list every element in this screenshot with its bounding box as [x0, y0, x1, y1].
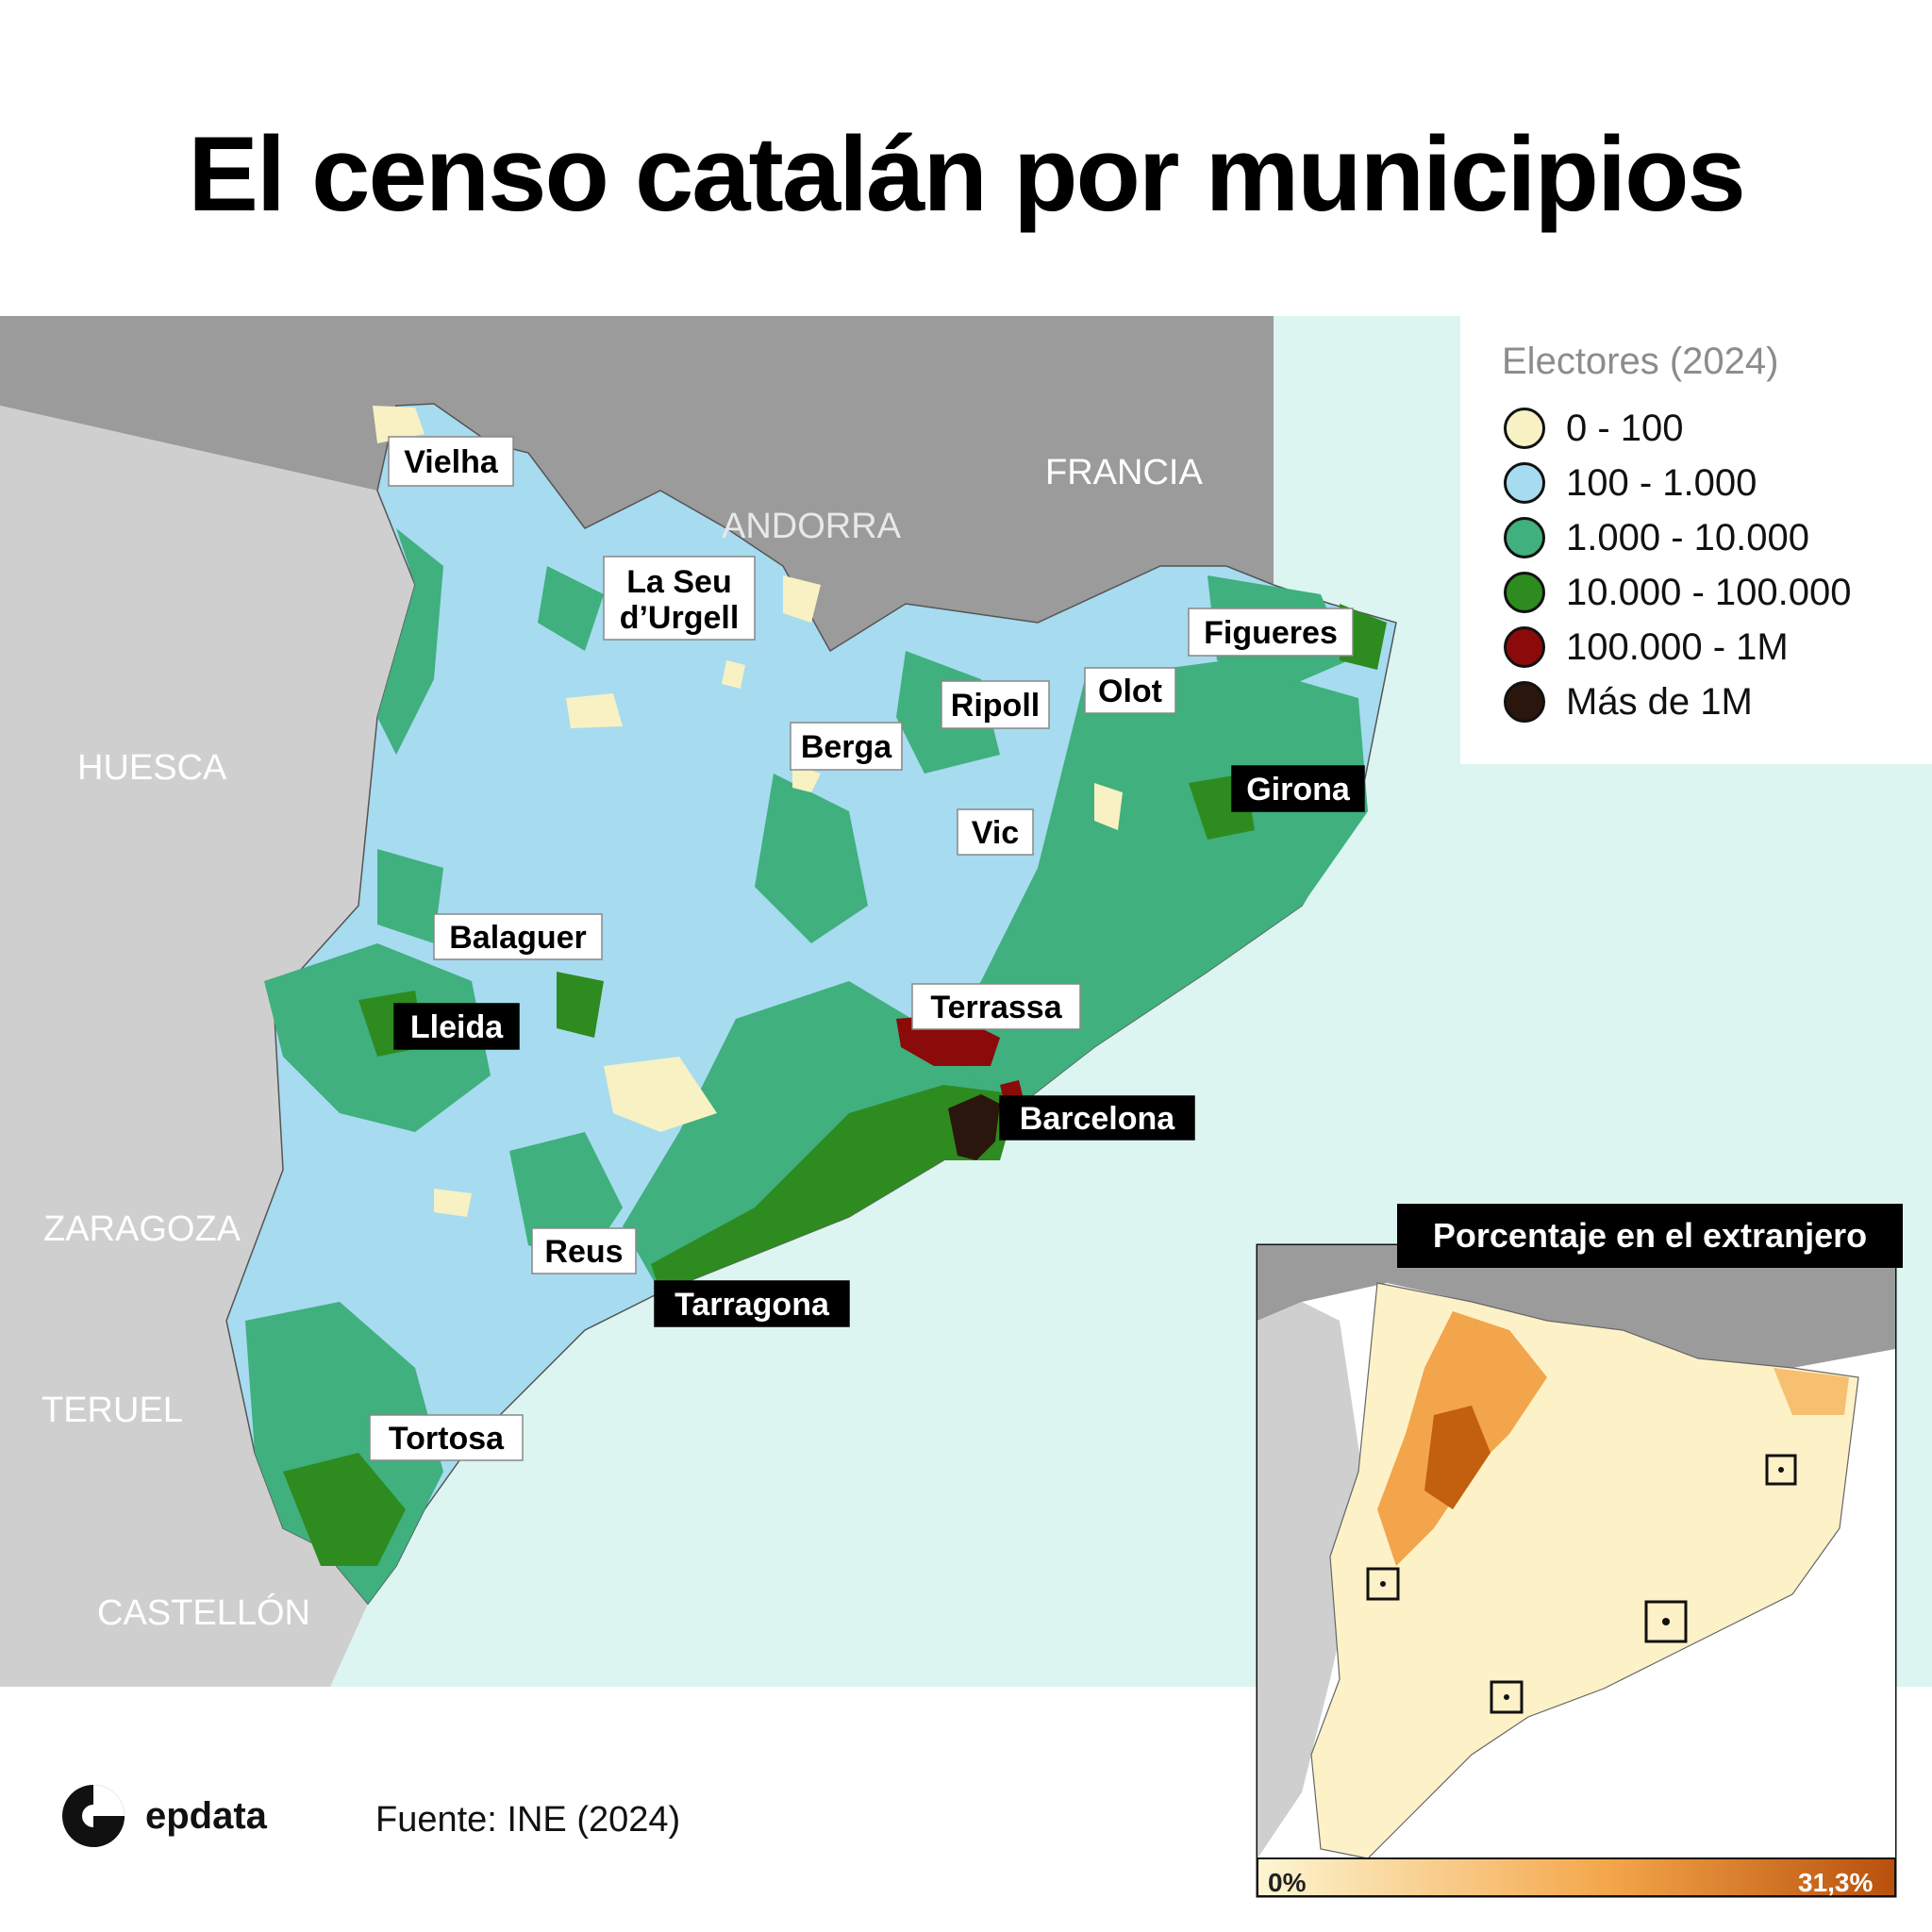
land-france: [0, 316, 1274, 651]
inset-land-france: [1257, 1245, 1895, 1368]
city-name: Olot: [1098, 674, 1162, 709]
inset-marker-lleida: [1366, 1567, 1400, 1601]
epdata-logo-icon: [62, 1785, 125, 1847]
legend-swatch: [1504, 626, 1545, 668]
municipalities-0-100: [373, 406, 1123, 1217]
legend-label: 100 - 1.000: [1566, 461, 1757, 504]
inset-title: Porcentaje en el extranjero: [1397, 1204, 1903, 1268]
city-name: Vic: [972, 815, 1019, 851]
legend-item: 0 - 100: [1504, 405, 1684, 452]
inset-color-scale: [1257, 1857, 1896, 1897]
scale-max-label: 31,3%: [1798, 1868, 1874, 1897]
city-name: Ripoll: [951, 688, 1040, 724]
city-label: Ripoll: [941, 680, 1050, 729]
region-label-huesca: HUESCA: [77, 748, 227, 788]
region-label-zaragoza: ZARAGOZA: [43, 1209, 242, 1249]
region-label-francia: FRANCIA: [1045, 453, 1203, 492]
inset-marker-barcelona: [1644, 1600, 1688, 1643]
inset-map: [1256, 1243, 1897, 1898]
city-name: Terrassa: [930, 990, 1062, 1025]
city-label: Lleida: [393, 1003, 520, 1050]
city-name: Girona: [1246, 772, 1351, 808]
legend-label: 10.000 - 100.000: [1566, 571, 1852, 613]
city-label: Balaguer: [433, 913, 603, 960]
brand-name: epdata: [145, 1794, 267, 1837]
legend-title: Electores (2024): [1502, 341, 1779, 382]
city-name: Vielha: [404, 444, 499, 480]
land-spain: [0, 406, 415, 1687]
city-name-line2: d’Urgell: [620, 600, 740, 636]
legend-item: 10.000 - 100.000: [1504, 569, 1851, 616]
city-label: Berga: [790, 722, 903, 771]
city-name: Lleida: [410, 1009, 504, 1045]
city-label: Figueres: [1188, 608, 1354, 657]
legend-label: Más de 1M: [1566, 680, 1753, 723]
city-label: Olot: [1084, 667, 1176, 714]
legend-swatch: [1504, 517, 1545, 558]
legend-swatch: [1504, 462, 1545, 504]
city-label: Reus: [531, 1227, 637, 1274]
city-label: Terrassa: [911, 983, 1081, 1030]
brand: epdata: [60, 1783, 267, 1849]
legend-item: 100 - 1.000: [1504, 459, 1757, 507]
page-title: El censo catalán por municipios: [188, 115, 1746, 233]
legend-item: 100.000 - 1M: [1504, 624, 1789, 671]
legend-label: 0 - 100: [1566, 407, 1684, 449]
city-name: La Seu: [626, 564, 731, 600]
region-label-andorra: ANDORRA: [722, 507, 902, 546]
region-label-castellon: CASTELLÓN: [97, 1592, 310, 1633]
legend-label: 100.000 - 1M: [1566, 625, 1789, 668]
legend-swatch: [1504, 681, 1545, 723]
city-label: Barcelona: [999, 1095, 1195, 1141]
city-label: Vic: [957, 808, 1034, 856]
region-label-teruel: TERUEL: [42, 1391, 183, 1430]
city-name: Reus: [544, 1234, 623, 1270]
city-name: Berga: [801, 729, 892, 765]
legend-swatch: [1504, 572, 1545, 613]
scale-min-label: 0%: [1268, 1868, 1307, 1897]
city-label: Vielha: [388, 436, 514, 487]
inset-marker-girona: [1765, 1454, 1797, 1486]
legend-item: Más de 1M: [1504, 678, 1753, 725]
legend-item: 1.000 - 10.000: [1504, 514, 1809, 561]
inset-marker-tarragona: [1490, 1680, 1524, 1714]
inset-highest-share: [1424, 1406, 1491, 1509]
city-label: Girona: [1231, 765, 1365, 812]
legend-label: 1.000 - 10.000: [1566, 516, 1809, 558]
city-label: Tortosa: [369, 1414, 524, 1461]
municipalities-over-1m: [948, 1094, 1000, 1160]
city-name: Barcelona: [1020, 1101, 1175, 1137]
city-name: Tortosa: [389, 1421, 505, 1457]
city-name: Balaguer: [449, 920, 587, 956]
source-note: Fuente: INE (2024): [375, 1800, 681, 1840]
legend: Electores (2024) 0 - 100 100 - 1.000 1.000…: [1460, 316, 1932, 764]
inset-land-spain: [1257, 1302, 1368, 1858]
city-name: Figueres: [1204, 615, 1338, 651]
city-name: Tarragona: [675, 1287, 830, 1323]
legend-swatch: [1504, 408, 1545, 449]
city-label: Tarragona: [654, 1280, 850, 1327]
